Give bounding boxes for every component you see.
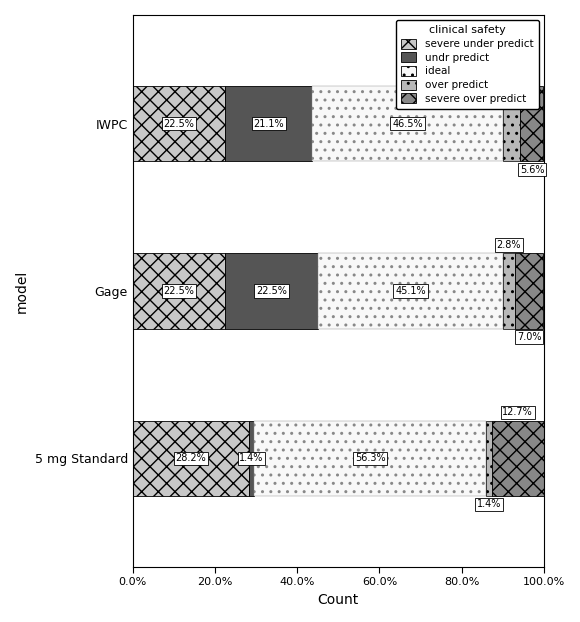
Text: 22.5%: 22.5% [256, 286, 287, 296]
Text: 22.5%: 22.5% [164, 286, 194, 296]
Bar [492, 420, 544, 496]
Bar [503, 86, 520, 161]
Bar [318, 253, 503, 328]
Bar [225, 86, 312, 161]
Bar [514, 253, 543, 328]
Text: 7.0%: 7.0% [517, 332, 541, 342]
Text: 56.3%: 56.3% [355, 453, 386, 463]
Legend: severe under predict, undr predict, ideal, over predict, severe over predict: severe under predict, undr predict, idea… [396, 20, 539, 109]
Text: 12.7%: 12.7% [502, 407, 533, 417]
Bar [249, 420, 255, 496]
Bar [520, 86, 543, 161]
Bar [486, 420, 492, 496]
Text: 2.8%: 2.8% [496, 240, 521, 250]
Bar [225, 253, 318, 328]
Text: 5.6%: 5.6% [520, 165, 544, 175]
Bar [503, 253, 514, 328]
Bar [255, 420, 486, 496]
Text: 28.2%: 28.2% [175, 453, 206, 463]
Y-axis label: model: model [15, 269, 29, 313]
Text: 21.1%: 21.1% [253, 119, 284, 129]
X-axis label: Count: Count [318, 593, 359, 607]
Text: 46.5%: 46.5% [392, 119, 423, 129]
Text: 1.4%: 1.4% [240, 453, 264, 463]
Text: 1.4%: 1.4% [477, 499, 501, 509]
Bar [133, 253, 225, 328]
Text: 45.1%: 45.1% [395, 286, 426, 296]
Text: 4.2%: 4.2% [499, 73, 524, 83]
Bar [133, 420, 249, 496]
Bar [312, 86, 503, 161]
Bar [133, 86, 225, 161]
Text: 22.5%: 22.5% [164, 119, 194, 129]
